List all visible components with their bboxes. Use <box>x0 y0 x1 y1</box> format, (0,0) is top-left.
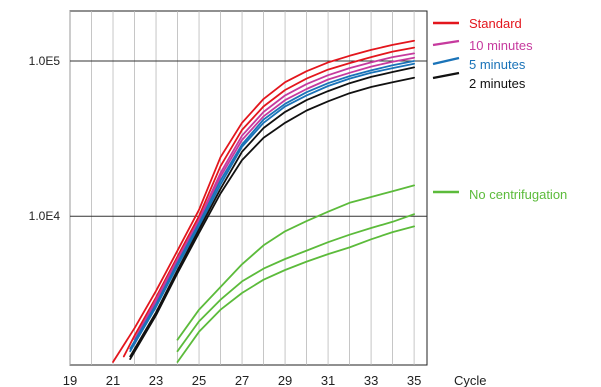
y-tick-labels: 1.0E5 1.0E4 <box>29 54 61 223</box>
x-tick-label: 25 <box>192 373 206 387</box>
x-tick-label: 35 <box>407 373 421 387</box>
series-line <box>129 66 416 358</box>
x-tick-label: 29 <box>278 373 292 387</box>
x-tick-label: 27 <box>235 373 249 387</box>
legend-swatch <box>432 71 460 80</box>
legend-label: 5 minutes <box>469 57 526 72</box>
series-lines <box>112 39 416 363</box>
series-line <box>122 46 416 358</box>
legend-label: 10 minutes <box>469 38 533 53</box>
horizontal-grid <box>70 60 427 217</box>
x-tick-label: 19 <box>63 373 77 387</box>
legend: Standard 10 minutes 5 minutes 2 minutes No c… <box>432 16 567 202</box>
plot-border <box>69 10 428 366</box>
series-line <box>176 225 416 363</box>
y-tick-label: 1.0E5 <box>29 54 61 68</box>
series-line <box>129 76 416 361</box>
x-axis-label: Cycle <box>454 373 487 387</box>
y-tick-label: 1.0E4 <box>29 209 61 223</box>
x-tick-labels: 19 21 23 25 27 29 31 33 35 <box>63 373 422 387</box>
x-tick-label: 33 <box>364 373 378 387</box>
series-line <box>176 213 416 353</box>
series-line <box>133 52 416 341</box>
series-line <box>112 39 416 363</box>
legend-label: No centrifugation <box>469 187 567 202</box>
series-line <box>129 62 416 353</box>
legend-label: Standard <box>469 16 522 31</box>
legend-swatch <box>432 56 460 66</box>
legend-label: 2 minutes <box>469 76 526 91</box>
legend-swatch <box>432 39 460 47</box>
plot-area <box>69 10 428 366</box>
x-tick-label: 23 <box>149 373 163 387</box>
vertical-grid <box>69 11 415 365</box>
x-tick-label: 21 <box>106 373 120 387</box>
x-tick-label: 31 <box>321 373 335 387</box>
series-line <box>129 60 416 350</box>
series-line <box>176 184 416 341</box>
